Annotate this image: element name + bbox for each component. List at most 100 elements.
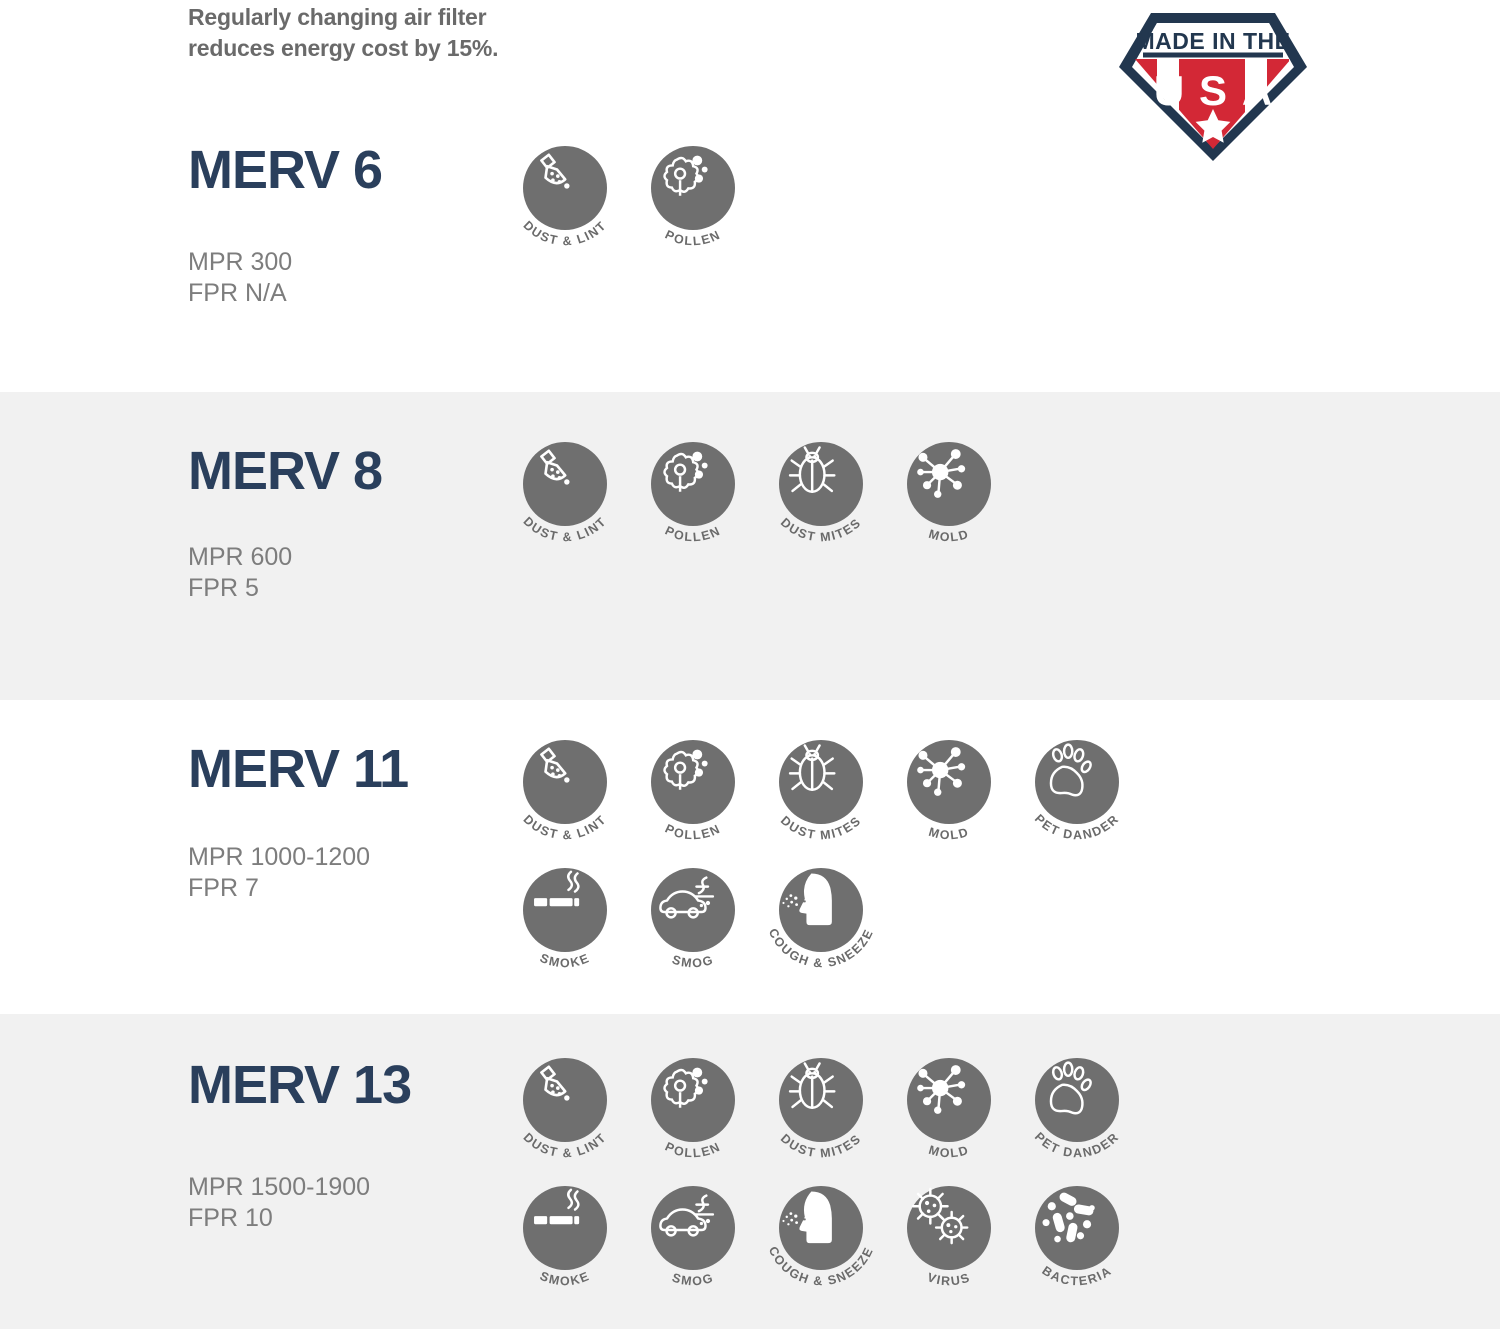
- filter-badge: DUST & LINT DUST & LINT: [505, 434, 633, 562]
- merv-ratings-merv-11: MPR 1000-1200 FPR 7: [188, 842, 370, 903]
- badge-grid-merv-11: DUST & LINT DUST & LINT POLLEN POLLEN: [505, 732, 1185, 988]
- svg-text:MOLD: MOLD: [927, 1143, 971, 1161]
- badge-letter-s: S: [1199, 67, 1227, 114]
- pollen-icon: POLLEN: [651, 146, 735, 249]
- headline-line-1: Regularly changing air filter: [188, 4, 487, 30]
- smog-icon: SMOG: [651, 868, 735, 971]
- dust-and-lint-icon: DUST & LINT: [521, 442, 608, 544]
- merv-title-merv-13: MERV 13: [188, 1055, 412, 1115]
- dust-mites-icon: DUST MITES: [778, 740, 863, 842]
- badge-circle-bg: [779, 1058, 863, 1142]
- filter-badge: DUST MITES DUST MITES: [761, 434, 889, 562]
- badge-circle-bg: [651, 868, 735, 952]
- virus-icon: VIRUS: [907, 1186, 991, 1288]
- mold-icon: MOLD: [907, 1058, 991, 1161]
- svg-text:SMOKE: SMOKE: [538, 1269, 592, 1288]
- badge-letter-u: U: [1154, 67, 1184, 114]
- fpr-value-merv-8: FPR 5: [188, 573, 259, 602]
- made-in-usa-badge: MADE IN THE U S A: [1113, 3, 1313, 163]
- filter-badge: PET DANDER PET DANDER: [1017, 1050, 1145, 1178]
- merv-ratings-merv-13: MPR 1500-1900 FPR 10: [188, 1172, 370, 1233]
- dust-mites-icon: DUST MITES: [778, 442, 863, 544]
- svg-text:SMOG: SMOG: [670, 1271, 715, 1289]
- badge-circle-bg: [523, 1186, 607, 1270]
- dust-mites-icon: DUST MITES: [778, 1058, 863, 1160]
- badge-circle-bg: [523, 1058, 607, 1142]
- merv-title-merv-8: MERV 8: [188, 441, 383, 501]
- cough-and-sneeze-icon: COUGH & SNEEZE: [766, 868, 875, 970]
- filter-badge: SMOG SMOG: [633, 1178, 761, 1306]
- badge-circle-bg: [523, 442, 607, 526]
- filter-badge: DUST MITES DUST MITES: [761, 732, 889, 860]
- headline-line-2: reduces energy cost by 15%.: [188, 34, 499, 61]
- badge-grid-merv-6: DUST & LINT DUST & LINT POLLEN POLLEN: [505, 138, 1185, 266]
- filter-badge: SMOG SMOG: [633, 860, 761, 988]
- smoke-icon: SMOKE: [523, 868, 607, 970]
- smog-icon: SMOG: [651, 1186, 735, 1289]
- filter-badge: DUST MITES DUST MITES: [761, 1050, 889, 1178]
- filter-badge: POLLEN POLLEN: [633, 434, 761, 562]
- mold-icon: MOLD: [907, 740, 991, 843]
- filter-badge: DUST & LINT DUST & LINT: [505, 1050, 633, 1178]
- filter-badge: COUGH & SNEEZE COUGH & SNEEZE: [761, 860, 889, 988]
- fpr-value-merv-11: FPR 7: [188, 873, 259, 902]
- badge-circle-bg: [1035, 740, 1119, 824]
- badge-letter-a: A: [1242, 67, 1272, 114]
- filter-badge: BACTERIA BACTERIA: [1017, 1178, 1145, 1306]
- svg-text:MOLD: MOLD: [927, 527, 971, 545]
- header: Regularly changing air filter reduces en…: [0, 0, 1500, 392]
- cough-and-sneeze-icon: COUGH & SNEEZE: [766, 1186, 875, 1288]
- mpr-value-merv-13: MPR 1500-1900: [188, 1173, 371, 1201]
- filter-badge: PET DANDER PET DANDER: [1017, 732, 1145, 860]
- svg-text:VIRUS: VIRUS: [925, 1270, 972, 1288]
- pet-dander-icon: PET DANDER: [1032, 740, 1120, 842]
- merv-ratings-merv-6: MPR 300 FPR N/A: [188, 247, 292, 308]
- badge-star-icon: [1195, 109, 1231, 143]
- merv-title-merv-11: MERV 11: [188, 739, 409, 799]
- badge-circle-bg: [523, 868, 607, 952]
- smoke-icon: SMOKE: [523, 1186, 607, 1288]
- svg-text:POLLEN: POLLEN: [663, 228, 723, 249]
- svg-text:SMOKE: SMOKE: [538, 951, 592, 970]
- filter-badge: SMOKE SMOKE: [505, 1178, 633, 1306]
- filter-badge: POLLEN POLLEN: [633, 138, 761, 266]
- merv-title-merv-6: MERV 6: [188, 140, 383, 200]
- badge-grid-merv-13: DUST & LINT DUST & LINT POLLEN POLLEN: [505, 1050, 1185, 1306]
- filter-badge: SMOKE SMOKE: [505, 860, 633, 988]
- filter-badge: COUGH & SNEEZE COUGH & SNEEZE: [761, 1178, 889, 1306]
- badge-circle-bg: [779, 442, 863, 526]
- bacteria-icon: BACTERIA: [1035, 1186, 1119, 1288]
- filter-badge: MOLD MOLD: [889, 1050, 1017, 1178]
- svg-text:POLLEN: POLLEN: [663, 1140, 723, 1161]
- badge-circle-bg: [651, 1186, 735, 1270]
- mpr-value-merv-6: MPR 300: [188, 248, 293, 276]
- svg-text:SMOG: SMOG: [670, 953, 715, 971]
- filter-badge: DUST & LINT DUST & LINT: [505, 732, 633, 860]
- headline: Regularly changing air filter reduces en…: [188, 2, 499, 63]
- fpr-value-merv-13: FPR 10: [188, 1203, 273, 1232]
- pollen-icon: POLLEN: [651, 1058, 735, 1161]
- svg-text:POLLEN: POLLEN: [663, 822, 723, 843]
- badge-circle-bg: [779, 740, 863, 824]
- filter-badge: POLLEN POLLEN: [633, 1050, 761, 1178]
- filter-badge: MOLD MOLD: [889, 732, 1017, 860]
- filter-badge: MOLD MOLD: [889, 434, 1017, 562]
- svg-text:MOLD: MOLD: [927, 825, 971, 843]
- filter-badge: DUST & LINT DUST & LINT: [505, 138, 633, 266]
- mpr-value-merv-11: MPR 1000-1200: [188, 843, 371, 871]
- badge-circle-bg: [907, 1186, 991, 1270]
- dust-and-lint-icon: DUST & LINT: [521, 1058, 608, 1160]
- dust-and-lint-icon: DUST & LINT: [521, 146, 608, 248]
- badge-circle-bg: [523, 146, 607, 230]
- svg-text:POLLEN: POLLEN: [663, 524, 723, 545]
- fpr-value-merv-6: FPR N/A: [188, 278, 287, 307]
- badge-circle-bg: [523, 740, 607, 824]
- pollen-icon: POLLEN: [651, 442, 735, 545]
- pollen-icon: POLLEN: [651, 740, 735, 843]
- merv-ratings-merv-8: MPR 600 FPR 5: [188, 542, 292, 603]
- badge-circle-bg: [1035, 1058, 1119, 1142]
